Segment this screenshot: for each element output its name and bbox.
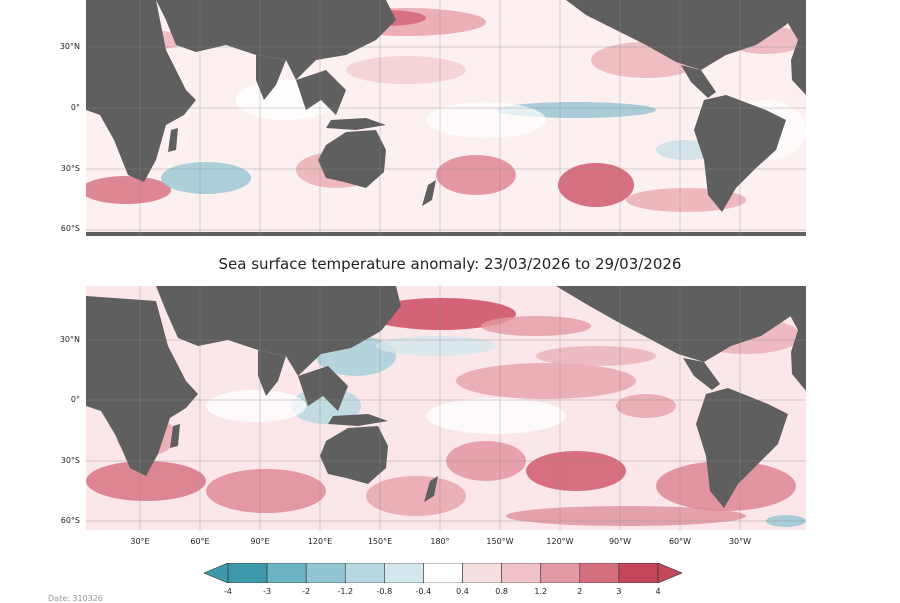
map-title: Sea surface temperature anomaly: 23/03/2… (218, 255, 682, 273)
land-europe-greenland (776, 286, 806, 391)
colorbar-tick-label: 0.8 (495, 587, 508, 596)
colorbar-segment (227, 563, 268, 583)
colorbar-tick-label: -2 (302, 587, 311, 596)
colorbar-tick-label: -0.8 (376, 587, 393, 596)
sst-map-previous-svg (86, 0, 806, 236)
colorbar-tick-label: -4 (224, 587, 232, 596)
colorbar-segment (462, 563, 502, 583)
land-madagascar (170, 424, 180, 448)
colorbar-max-arrow (657, 563, 682, 583)
colorbar-segment (423, 563, 463, 583)
lon-label-180: 180° (430, 537, 450, 546)
colorbar-segment (384, 563, 424, 583)
lon-label-30w: 30°W (728, 537, 752, 546)
land-new-zealand (422, 180, 436, 206)
lon-label-60e: 60°E (190, 537, 210, 546)
colorbar-segment (501, 563, 542, 583)
colorbar-segment (618, 563, 659, 583)
land-australia (320, 426, 388, 484)
colorbar-segment (344, 563, 385, 583)
graticule (86, 286, 806, 530)
sst-map-current (86, 286, 806, 530)
sst-map-previous (86, 0, 806, 236)
lat-label-bottom-0: 0° (70, 395, 80, 404)
colorbar-tick-label: -0.4 (415, 587, 432, 596)
lon-label-90w: 90°W (608, 537, 632, 546)
graticule (86, 0, 806, 236)
lon-label-150e: 150°E (367, 537, 393, 546)
lat-label-top-60s: 60°S (60, 224, 80, 233)
lon-label-120e: 120°E (307, 537, 333, 546)
footer-date-text: Date: 310326 (48, 594, 103, 603)
colorbar-tick-label: 3 (616, 587, 622, 596)
land-masses (86, 286, 806, 508)
lat-label-bottom-30n: 30°N (59, 335, 80, 344)
lat-label-top-30s: 30°S (60, 164, 80, 173)
land-indonesia (328, 414, 388, 426)
land-africa (86, 296, 198, 476)
lon-label-150w: 150°W (486, 537, 514, 546)
land-indonesia (326, 118, 386, 130)
colorbar-tick-label: 4 (655, 587, 661, 596)
colorbar-tick-label: 2 (577, 587, 583, 596)
land-central-america (681, 65, 716, 98)
land-europe-greenland (776, 0, 806, 95)
colorbar-segment (540, 563, 581, 583)
lat-label-bottom-30s: 30°S (60, 456, 80, 465)
land-australia (318, 130, 386, 188)
colorbar-tick-label: -1.2 (337, 587, 354, 596)
land-southeast-asia (296, 70, 346, 115)
lon-label-90e: 90°E (250, 537, 270, 546)
lat-label-bottom-60s: 60°S (60, 516, 80, 525)
colorbar-tick-label: -3 (263, 587, 272, 596)
land-india (258, 350, 286, 396)
lon-label-120w: 120°W (546, 537, 574, 546)
colorbar-tick-label: 0.4 (456, 587, 469, 596)
land-south-america (696, 388, 788, 508)
colorbar (204, 563, 682, 583)
colorbar-min-arrow (204, 563, 229, 583)
land-north-america (566, 0, 806, 70)
colorbar-segment (579, 563, 620, 583)
sst-map-current-svg (86, 286, 806, 530)
colorbar-segments (227, 563, 659, 583)
lat-label-top-30n: 30°N (59, 42, 80, 51)
land-india (256, 55, 286, 100)
colorbar-segment (266, 563, 307, 583)
land-madagascar (168, 128, 178, 152)
lon-label-30e: 30°E (130, 537, 150, 546)
land-eurasia (156, 0, 396, 80)
lon-label-60w: 60°W (668, 537, 692, 546)
colorbar-segment (305, 563, 346, 583)
land-africa (86, 0, 196, 182)
land-north-america (556, 286, 806, 362)
land-central-america (683, 358, 720, 390)
colorbar-tick-label: 1.2 (534, 587, 548, 596)
lat-label-top-0: 0° (70, 103, 80, 112)
land-antarctica-edge (86, 232, 806, 236)
land-new-zealand (424, 476, 438, 502)
land-eurasia (156, 286, 401, 376)
